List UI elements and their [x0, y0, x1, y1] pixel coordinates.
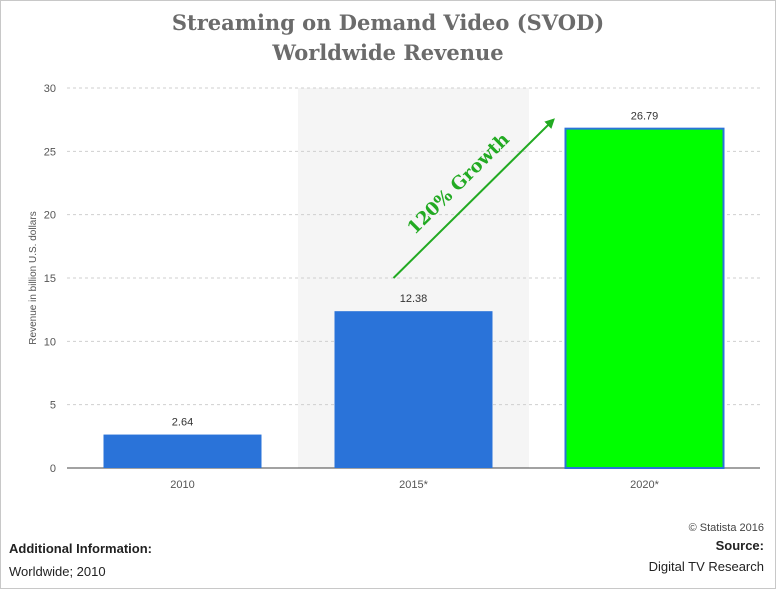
bar-2010 [103, 434, 262, 468]
bar-2020 [564, 127, 725, 469]
source-block: © Statista 2016 Source: Digital TV Resea… [649, 522, 764, 574]
data-label: 2.64 [172, 417, 193, 429]
additional-info-label: Additional Information: [9, 541, 152, 556]
y-tick-label: 0 [50, 463, 56, 475]
y-axis-label: Revenue in billion U.S. dollars [28, 211, 39, 344]
x-tick-label: 2020* [630, 479, 659, 491]
y-tick-label: 25 [44, 146, 56, 158]
data-label: 12.38 [400, 293, 428, 305]
chart-title: Streaming on Demand Video (SVOD) Worldwi… [0, 8, 776, 68]
chart-title-line2: Worldwide Revenue [272, 40, 504, 65]
y-tick-label: 30 [44, 83, 56, 95]
chart-title-line1: Streaming on Demand Video (SVOD) [171, 10, 605, 35]
additional-info-value: Worldwide; 2010 [9, 564, 106, 579]
data-label: 26.79 [631, 111, 659, 123]
x-tick-label: 2015* [399, 479, 428, 491]
y-tick-label: 10 [44, 336, 56, 348]
bar-2015 [334, 311, 493, 468]
source-label: Source: [715, 538, 764, 553]
x-tick-label: 2010 [170, 479, 194, 491]
copyright-text: © Statista 2016 [688, 522, 764, 534]
y-tick-label: 5 [50, 400, 56, 412]
y-tick-label: 20 [44, 210, 56, 222]
y-tick-label: 15 [44, 273, 56, 285]
additional-info: Additional Information: Worldwide; 2010 [9, 541, 152, 579]
source-value: Digital TV Research [648, 559, 764, 574]
growth-arrow [392, 118, 555, 279]
